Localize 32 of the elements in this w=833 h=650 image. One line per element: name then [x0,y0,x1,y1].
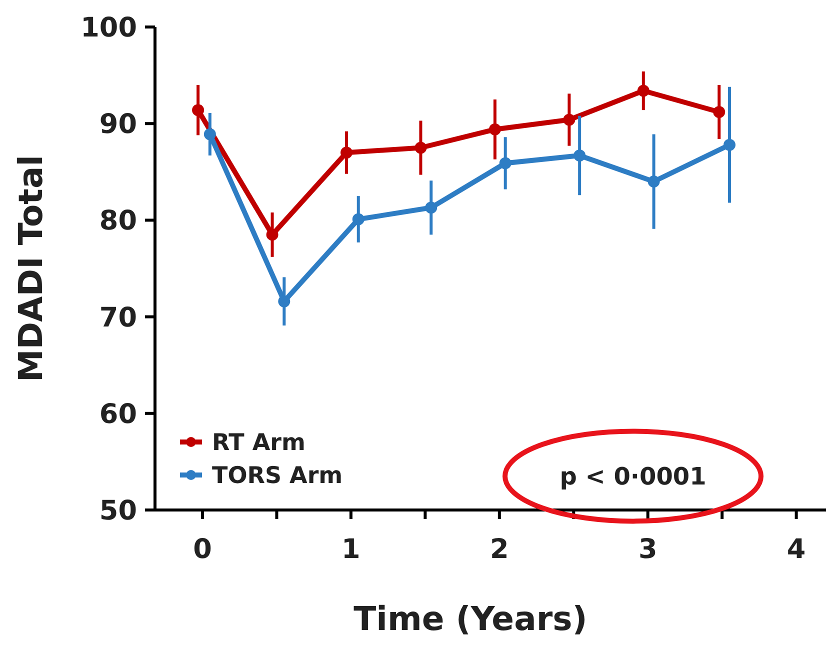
y-axis-title: MDADI Total [11,154,50,382]
point [352,213,364,226]
point [204,128,216,140]
point [278,295,290,308]
point [574,149,586,162]
point [648,176,660,188]
x-tick-label: 4 [786,534,806,565]
point [414,142,427,154]
x-axis-title: Time (Years) [354,599,588,638]
x-tick-label: 2 [490,534,509,565]
annotation: p < 0·0001 [560,462,706,491]
point [488,123,501,136]
point [425,202,438,214]
y-tick-label: 90 [99,109,137,140]
y-tick-label: 100 [80,12,137,44]
point [724,138,736,151]
point [340,146,352,159]
point [713,106,726,118]
point [266,228,278,241]
point [563,114,576,126]
x-tick-label: 3 [638,534,658,565]
x-tick-label: 0 [193,534,212,565]
x-tick-label: 1 [342,534,360,565]
legend-label: TORS Arm [212,463,343,490]
y-tick-label: 80 [99,206,137,237]
y-tick-label: 50 [99,495,137,526]
y-tick-label: 70 [99,302,137,334]
y-tick-label: 60 [99,398,137,430]
point [499,157,512,170]
legend-label: RT Arm [212,430,306,456]
point [637,84,650,97]
point [192,104,204,116]
